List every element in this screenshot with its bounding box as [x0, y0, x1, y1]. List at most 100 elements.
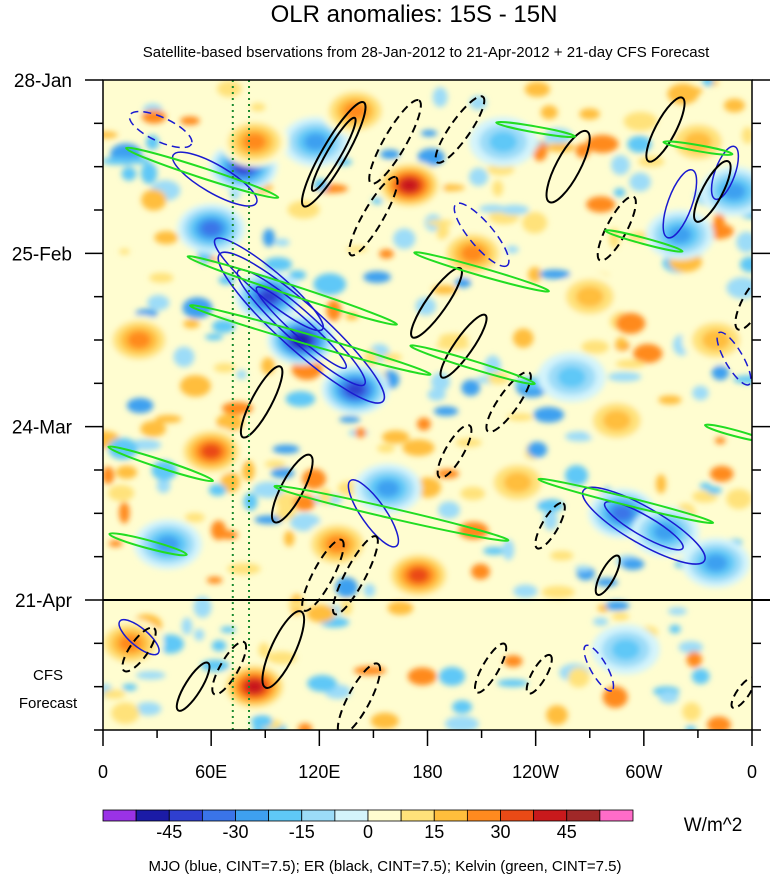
anomaly-patch: [492, 180, 504, 197]
anomaly-patch: [149, 272, 174, 283]
anomaly-patch: [213, 363, 236, 373]
colorbar-label: -15: [289, 822, 315, 842]
anomaly-patch: [506, 413, 534, 421]
anomaly-patch: [147, 294, 170, 311]
anomaly-patch: [270, 467, 295, 479]
anomaly-patch: [387, 601, 414, 615]
mjo-contour: [662, 168, 698, 239]
anomaly-patch: [379, 249, 394, 259]
anomaly-patch: [709, 465, 734, 482]
anomaly-patch: [658, 395, 682, 405]
er-contour: [473, 642, 508, 694]
contour-legend: MJO (blue, CINT=7.5); ER (black, CINT=7.…: [148, 858, 621, 875]
anomaly-patch: [355, 427, 366, 438]
anomaly-patch: [220, 626, 236, 633]
anomaly-patch: [181, 617, 193, 635]
colorbar-label: -45: [156, 822, 182, 842]
anomaly-patch: [126, 397, 154, 414]
anomaly-patch: [433, 406, 459, 417]
anomaly-patch: [266, 651, 297, 665]
anomaly-core: [376, 480, 400, 498]
colorbar-swatch: [168, 809, 203, 822]
anomaly-patch: [497, 679, 529, 687]
anomaly-patch: [682, 702, 701, 722]
anomaly-patch: [363, 271, 391, 284]
anomaly-patch: [468, 167, 489, 187]
anomaly-patch: [686, 651, 702, 668]
anomaly-patch: [678, 641, 704, 654]
anomaly-patch: [736, 231, 752, 253]
anomaly-patch: [420, 129, 438, 137]
anomaly-core: [242, 133, 266, 151]
anomaly-patch: [258, 642, 270, 658]
anomaly-patch: [264, 460, 286, 469]
anomaly-patch: [220, 471, 240, 493]
er-contour: [261, 610, 306, 689]
anomaly-patch: [726, 488, 752, 510]
anomaly-patch: [103, 466, 115, 485]
colorbar-swatch: [334, 809, 369, 822]
anomaly-patch: [218, 275, 236, 285]
anomaly-patch: [339, 416, 361, 423]
anomaly-patch: [579, 108, 600, 120]
anomaly-patch: [307, 675, 337, 692]
x-tick-label: 120W: [512, 762, 559, 782]
anomaly-core: [461, 244, 485, 262]
anomaly-core: [653, 523, 677, 541]
anomaly-patch: [236, 369, 247, 380]
kelvin-contour: [189, 304, 432, 376]
kelvin-contour: [703, 423, 752, 443]
anomaly-patch: [538, 269, 571, 279]
er-contour: [594, 554, 621, 596]
anomaly-patch: [302, 468, 327, 490]
anomaly-core: [325, 535, 349, 553]
anomaly-patch: [699, 482, 712, 490]
anomaly-patch: [669, 624, 681, 634]
colorbar-swatch: [102, 809, 137, 822]
anomaly-core: [304, 133, 328, 151]
forecast-label-line1: CFS: [33, 667, 63, 684]
kelvin-contour: [537, 477, 715, 525]
anomaly-patch: [261, 357, 275, 375]
anomaly-patch: [140, 420, 167, 437]
anomaly-core: [557, 366, 586, 388]
anomaly-patch: [121, 166, 137, 181]
colorbar-label: 15: [424, 822, 444, 842]
anomaly-core: [201, 444, 222, 459]
anomaly-patch: [250, 103, 266, 112]
anomaly-patch: [528, 266, 542, 283]
anomaly-patch: [306, 604, 336, 623]
anomaly-patch: [103, 157, 134, 165]
anomaly-core: [127, 331, 151, 349]
anomaly-patch: [204, 333, 224, 341]
anomaly-patch: [179, 375, 211, 397]
anomaly-patch: [575, 565, 591, 572]
anomaly-patch: [206, 576, 223, 584]
anomaly-patch: [711, 365, 729, 381]
forecast-label-line2: Forecast: [19, 695, 78, 712]
er-contour: [410, 266, 463, 339]
anomaly-patch: [108, 484, 135, 502]
anomaly-patch: [658, 690, 679, 704]
anomaly-patch: [667, 83, 699, 105]
colorbar-swatch: [235, 809, 270, 822]
anomaly-patch: [512, 328, 534, 348]
anomaly-core: [489, 131, 518, 153]
anomaly-patch: [154, 230, 179, 245]
anomaly-patch: [151, 460, 178, 481]
kelvin-contour: [186, 255, 398, 326]
er-contour: [310, 116, 357, 192]
anomaly-patch: [297, 723, 313, 730]
anomaly-patch: [111, 702, 140, 724]
anomaly-patch: [513, 584, 538, 598]
colorbar-label: 30: [490, 822, 510, 842]
anomaly-patch: [627, 135, 652, 153]
anomaly-core: [722, 182, 746, 200]
anomaly-patch: [613, 188, 626, 197]
mjo-contour: [716, 331, 752, 386]
colorbar-label: 0: [363, 822, 373, 842]
anomaly-patch: [184, 512, 205, 523]
anomaly-patch: [667, 607, 687, 616]
colorbar-swatch: [466, 809, 501, 822]
